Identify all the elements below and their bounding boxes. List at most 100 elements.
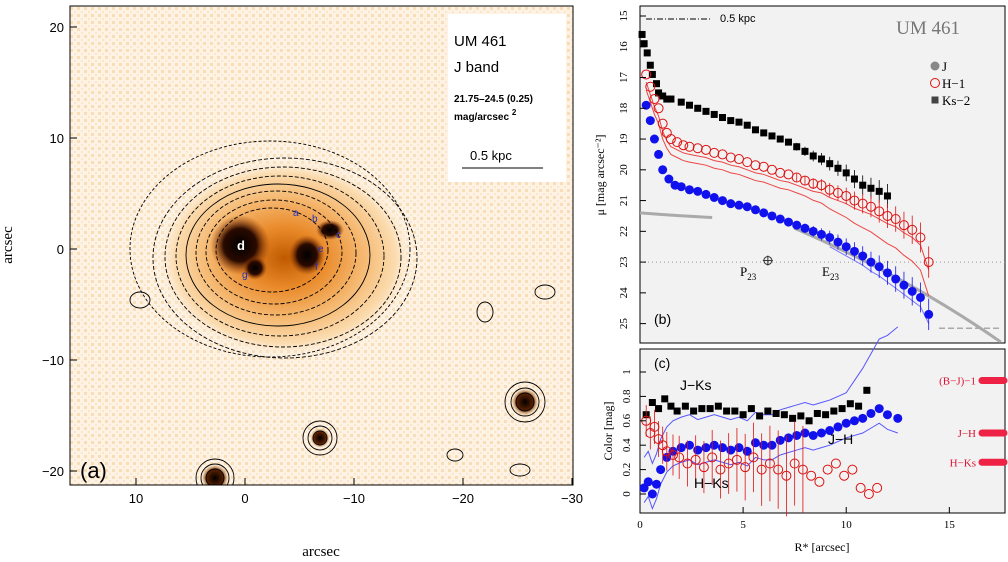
data-point [866,257,876,267]
panel-c-y-tick-label: 0.6 [621,413,633,427]
data-point [734,200,744,210]
data-point [924,309,934,319]
series-square [638,30,891,208]
reference-label: J−H [958,428,976,440]
panel-c-ylabel: Color [mag] [601,402,615,461]
data-point [685,101,693,109]
data-point [714,402,722,410]
panel-a-y-ticks: 20 10 0 −10 −20 [42,20,77,479]
panel-b-y-tick-label: 17 [618,72,630,84]
data-point [822,464,833,475]
panel-a-x-tick-label: −30 [561,491,583,506]
data-point [651,479,661,489]
panel-b-title: UM 461 [896,18,960,39]
panel-c-reference-markers: (B−J)−1 J−H H−Ks [939,376,1008,469]
panel-a-y-tick-label: 0 [57,242,64,257]
data-point [702,107,710,115]
data-point [846,400,854,408]
data-point [759,208,769,218]
data-point [793,143,801,151]
panel-c-y-tick-label: 0.4 [621,438,633,452]
data-point [830,458,841,469]
data-point [859,181,867,189]
data-point [907,286,917,296]
data-point [882,410,892,420]
h-upper-envelope [645,81,930,270]
data-point [898,220,909,231]
data-point [890,214,901,225]
data-point [776,135,784,143]
panel-b-y-tick-label: 25 [618,318,630,330]
panel-c-x-tick-label: 15 [944,519,956,531]
panel-c-xlabel: R* [arcsec] [795,540,850,554]
panel-b-y-tick-label: 20 [618,164,630,176]
legend-label: H−1 [942,76,965,91]
data-point [663,95,671,103]
data-point [847,464,858,475]
data-point [750,438,760,448]
panel-b-y-tick-label: 21 [618,195,630,206]
data-point [866,408,876,418]
data-point [742,202,752,212]
data-point [665,134,676,145]
data-point [756,464,767,475]
data-point [759,440,769,450]
panel-c-y-tick-label: 0 [621,491,633,497]
panel-a-y-tick-label: 10 [50,131,64,146]
data-point [645,81,656,92]
data-point [643,477,653,487]
knot-label-b: g [242,270,248,281]
data-point [792,430,802,440]
data-point [750,160,761,171]
panel-a-unit: mag/arcsec [454,112,509,123]
data-point [850,175,858,183]
data-point [707,452,718,463]
data-point [875,187,883,195]
data-point [907,224,918,235]
data-point [809,152,817,160]
data-point [655,89,663,97]
label-h-ks: H−Ks [694,475,729,491]
data-point [855,482,866,493]
panel-b-frame [639,5,1006,344]
data-point [677,98,685,106]
data-point [792,220,802,230]
data-point [789,458,800,469]
data-point [657,118,668,129]
data-point [874,404,884,414]
knot-label-f: b [312,214,318,225]
data-point [775,214,785,224]
knot-label-e: a [293,208,299,219]
panel-b-legend: J H−1 Ks−2 [930,59,970,108]
data-point [684,141,695,152]
h-lower-envelope [645,89,930,297]
data-point [767,211,777,221]
panel-b-y-tick-label: 19 [618,133,630,145]
data-point [842,169,850,177]
panel-c-x-tick-label: 5 [740,519,746,531]
data-point [833,237,843,247]
panel-c-plot [639,326,903,517]
data-point [706,405,714,413]
data-point [740,462,751,473]
data-point [784,138,792,146]
data-point [789,414,797,422]
data-point [743,121,751,129]
data-point [830,407,838,415]
data-point [684,440,694,450]
data-point [781,470,792,481]
panel-b-label: (b) [654,311,671,327]
panel-b-y-tick-label: 15 [618,10,630,22]
star-3 [511,388,539,416]
data-point [709,192,719,202]
data-point [638,30,646,38]
data-point [676,443,686,453]
data-point [915,292,925,302]
panel-a-x-ticks: 10 0 −10 −20 −30 [129,478,583,506]
panel-a-range: 21.75–24.5 (0.25) [454,94,533,105]
data-point [678,140,689,151]
legend-marker [931,96,939,104]
data-point [855,402,863,410]
data-point [727,117,735,125]
